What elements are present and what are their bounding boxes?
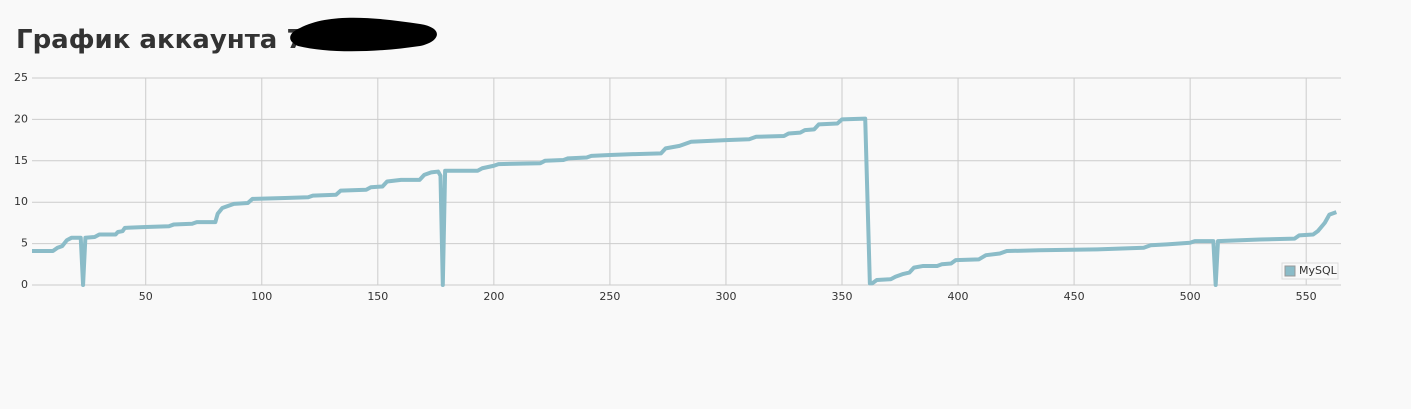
x-tick-label: 350 [832,290,853,303]
y-tick-label: 5 [21,237,28,250]
legend-swatch [1284,265,1296,277]
x-tick-label: 250 [599,290,620,303]
x-tick-label: 400 [948,290,969,303]
data-line [32,116,1338,287]
y-tick-label: 10 [14,195,28,208]
redaction [290,17,437,52]
y-tick-label: 25 [14,71,28,84]
x-tick-label: 100 [251,290,272,303]
legend-box [1281,262,1339,280]
x-tick-label: 300 [715,290,736,303]
y-tick-label: 0 [21,278,28,291]
x-tick-label: 500 [1180,290,1201,303]
x-tick-label: 550 [1296,290,1317,303]
y-tick-label: 15 [14,154,28,167]
legend-label: MySQL [1299,264,1338,277]
x-tick-label: 150 [367,290,388,303]
x-tick-label: 200 [483,290,504,303]
page-title: График аккаунта 77 [16,25,323,55]
y-tick-label: 20 [14,112,28,125]
x-tick-label: 450 [1064,290,1085,303]
x-tick-label: 50 [139,290,153,303]
